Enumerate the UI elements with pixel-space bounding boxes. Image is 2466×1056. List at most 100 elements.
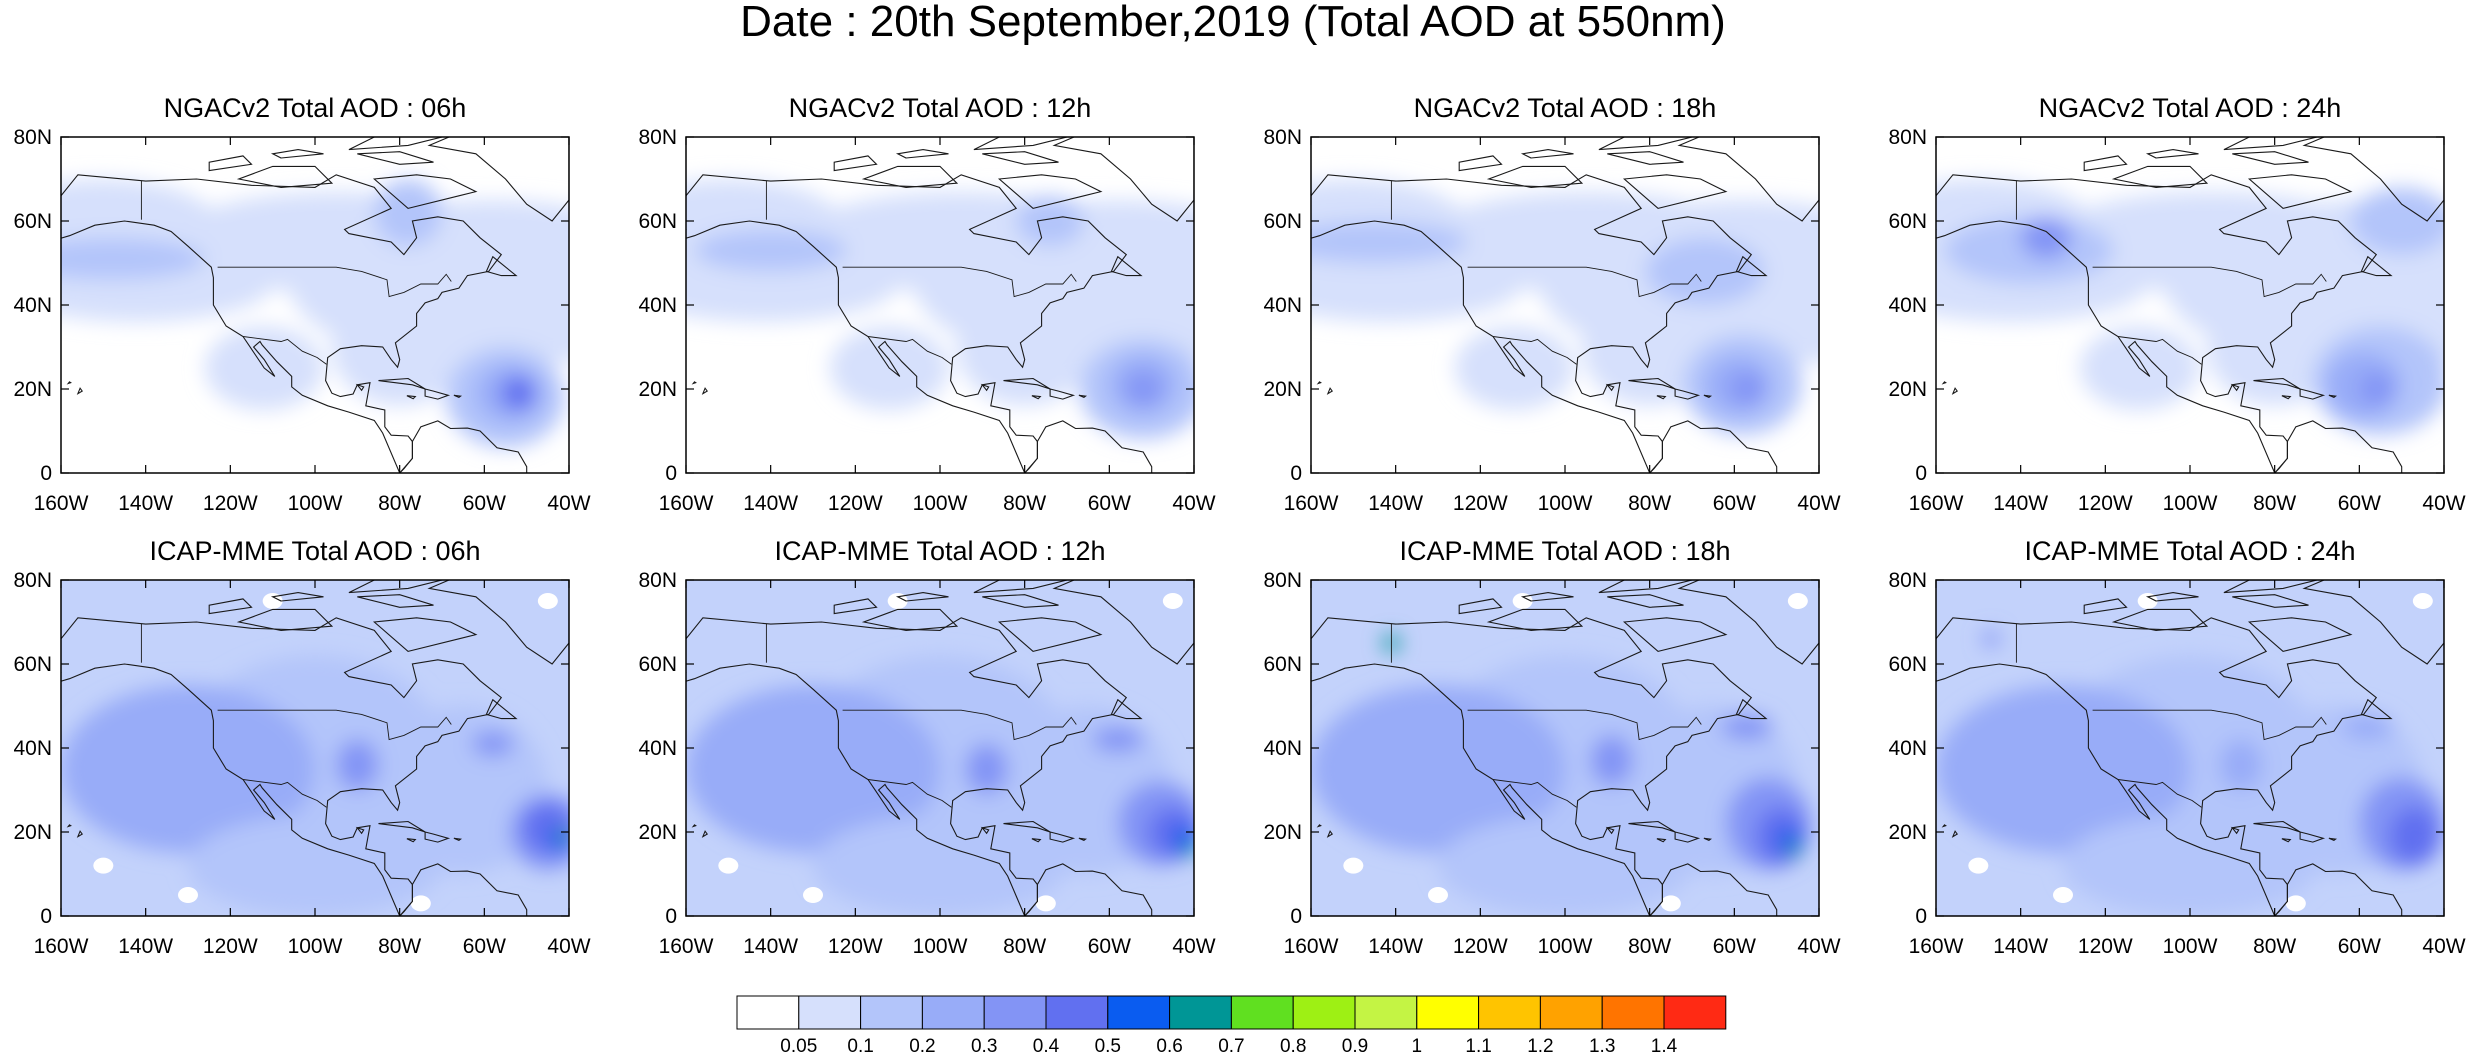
lat-tick-label: 60N [1263, 210, 1302, 233]
lon-tick-label: 60W [463, 935, 506, 958]
island-outline [406, 395, 417, 400]
lon-tick-label: 140W [118, 935, 173, 958]
aod-patch [336, 739, 379, 790]
aod-shading [686, 179, 1194, 440]
island-outline [1078, 837, 1088, 842]
map-panel: 160W 140W 120W 100W 80W 60W 40W 0 20N 40N 60N 80N [1263, 569, 1840, 958]
lon-tick-label: 140W [1368, 935, 1423, 958]
lat-tick-label: 80N [13, 569, 52, 592]
lon-tick-label: 60W [463, 492, 506, 515]
colorbar-bin [921, 995, 985, 1030]
aod-patch [2388, 806, 2440, 866]
lon-tick-label: 60W [1088, 492, 1131, 515]
aod-patch [1721, 714, 1773, 740]
country-border [2092, 266, 2327, 298]
country-border [1492, 779, 1577, 808]
island-outline [895, 149, 949, 159]
island-outline [997, 617, 1103, 653]
aod-clear-patch [803, 887, 823, 903]
aod-clear-patch [93, 857, 114, 874]
island-outline [1520, 149, 1574, 159]
aod-clear-patch [1162, 593, 1183, 609]
coastline-north-america [61, 617, 503, 916]
lat-tick-label: 0 [40, 462, 52, 485]
aod-clear-patch [2053, 887, 2073, 903]
aod-shading [61, 593, 569, 916]
country-border [217, 709, 452, 741]
country-border [1467, 266, 1702, 298]
island-outline [453, 394, 463, 399]
island-outline [1110, 698, 1143, 720]
colorbar-svg: 0.05 0.1 0.2 0.3 0.4 0.5 0.6 0.7 0.8 0.9 1 1.1 1.2 1.… [736, 995, 1727, 1056]
island-outline [357, 151, 434, 165]
colorbar-bin [798, 995, 862, 1030]
island-outline [1316, 824, 1322, 828]
lat-tick-label: 20N [1888, 821, 1927, 844]
lat-tick-label: 40N [1263, 294, 1302, 317]
aod-clear-patch [2285, 895, 2306, 912]
island-outline [76, 387, 84, 395]
lon-tick-label: 100W [913, 492, 968, 515]
coastlines [686, 137, 1194, 473]
island-outline [701, 830, 709, 838]
lon-tick-label: 60W [1713, 492, 1756, 515]
lon-tick-label: 140W [118, 492, 173, 515]
lat-tick-label: 60N [13, 210, 52, 233]
country-border [867, 779, 952, 808]
lon-tick-label: 160W [1284, 492, 1339, 515]
coastlines [1311, 580, 1819, 916]
island-outline [424, 831, 451, 843]
lat-tick-label: 0 [1915, 462, 1927, 485]
island-outline [66, 824, 72, 828]
country-border [2117, 336, 2202, 365]
island-outline [895, 592, 949, 602]
lon-tick-label: 100W [288, 492, 343, 515]
map-panel: 160W 140W 120W 100W 80W 60W 40W 0 20N 40N 60N 80N [1888, 569, 2465, 958]
island-outline [2247, 617, 2353, 653]
island-outline [2230, 383, 2240, 392]
island-outline [701, 387, 709, 395]
figure-title: Date : 20th September,2019 (Total AOD at… [740, 0, 1726, 46]
country-border [1467, 709, 1702, 741]
map-svg: 160W 140W 120W 100W 80W 60W 40W 0 20N 40N 60N 80N [1888, 126, 2465, 515]
aod-patch [1183, 840, 1194, 858]
island-outline [1607, 594, 1684, 608]
map-svg: 160W 140W 120W 100W 80W 60W 40W 0 20N 40N 60N 80N [13, 126, 590, 515]
coastline-north-america [1936, 174, 2378, 473]
aod-clear-patch [1787, 593, 1808, 609]
colorbar-bin [983, 995, 1047, 1030]
lon-tick-label: 100W [2163, 935, 2218, 958]
island-outline [973, 580, 1070, 594]
island-outline [1598, 137, 1695, 151]
map-panel: 160W 140W 120W 100W 80W 60W 40W 0 20N 40N 60N 80N [1888, 126, 2465, 515]
colorbar-label: 1.3 [1589, 1036, 1615, 1056]
lon-tick-label: 60W [2338, 492, 2381, 515]
lat-tick-label: 0 [1915, 905, 1927, 928]
island-outline [982, 594, 1059, 608]
aod-clear-patch [1428, 887, 1448, 903]
lat-tick-label: 80N [1888, 569, 1927, 592]
island-outline [1458, 155, 1503, 172]
aod-patch [1581, 288, 1718, 406]
coastline-north-america [686, 617, 1128, 916]
lon-tick-label: 120W [1453, 492, 1508, 515]
coastline-greenland [427, 580, 569, 665]
island-outline [355, 826, 365, 835]
panel-title: NGACv2 Total AOD : 18h [1413, 93, 1717, 123]
aod-patch [2020, 216, 2072, 259]
panel-title: NGACv2 Total AOD : 06h [163, 93, 467, 123]
lon-tick-label: 100W [1538, 492, 1593, 515]
aod-patch [501, 376, 536, 410]
lon-tick-label: 40W [547, 492, 590, 515]
lon-tick-label: 60W [2338, 935, 2381, 958]
aod-patch [694, 229, 847, 272]
lon-tick-label: 140W [743, 935, 798, 958]
lat-tick-label: 80N [1888, 126, 1927, 149]
island-outline [2232, 151, 2309, 165]
island-outline [2223, 137, 2320, 151]
colorbar-label: 1.1 [1465, 1036, 1491, 1056]
map-panel: 160W 140W 120W 100W 80W 60W 40W 0 20N 40N 60N 80N [1263, 126, 1840, 515]
aod-patch [791, 191, 1131, 293]
island-outline [348, 580, 445, 594]
island-outline [2223, 580, 2320, 594]
